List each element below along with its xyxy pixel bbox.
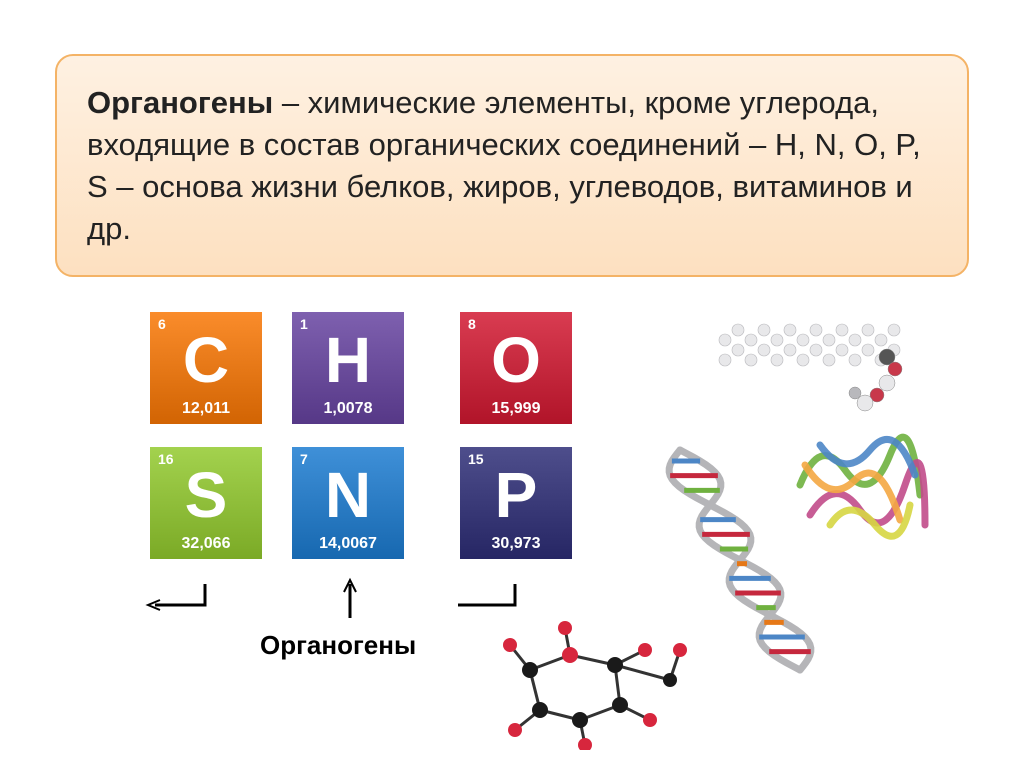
lipid-molecule-icon [715,305,915,415]
sugar-molecule-icon [470,610,700,750]
